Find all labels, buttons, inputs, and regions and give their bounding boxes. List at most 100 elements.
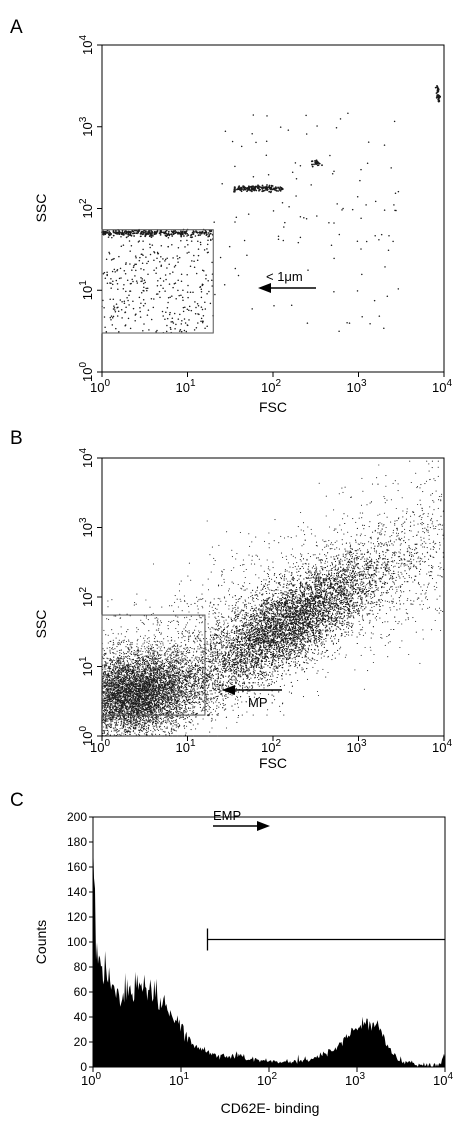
a-data-point (117, 288, 119, 291)
b-data-point (128, 675, 130, 677)
b-data-point (222, 707, 224, 709)
b-data-point (181, 701, 183, 704)
b-data-point (192, 735, 195, 737)
a-data-point (207, 232, 210, 234)
panel-a-x-axis-label: FSC (259, 399, 287, 415)
a-data-point (367, 141, 370, 143)
b-data-point (115, 730, 117, 732)
a-data-point (172, 286, 174, 289)
b-data-point (151, 660, 153, 662)
a-data-point (116, 270, 118, 272)
b-data-point (106, 716, 108, 718)
b-data-point (168, 716, 170, 718)
a-data-point (378, 315, 381, 317)
b-data-point (162, 666, 164, 668)
b-data-point (175, 688, 177, 690)
a-data-point (162, 315, 164, 317)
a-data-point (147, 273, 149, 276)
a-data-point (162, 280, 165, 282)
b-data-point (112, 718, 114, 720)
a-data-point (176, 255, 178, 257)
b-data-point (131, 643, 133, 645)
a-data-point (184, 306, 186, 309)
a-data-point (149, 253, 152, 256)
a-data-point (311, 165, 314, 168)
a-data-point (152, 235, 154, 237)
b-data-point (177, 725, 179, 728)
a-data-point (155, 330, 157, 333)
b-data-point (179, 695, 181, 697)
a-data-point (219, 256, 222, 259)
a-data-point (130, 282, 132, 285)
b-data-point (106, 725, 108, 727)
a-data-point (109, 316, 112, 319)
b-data-point (211, 727, 213, 729)
a-data-point (265, 188, 267, 190)
a-data-point (240, 190, 243, 193)
a-data-point (397, 190, 400, 193)
b-data-point (197, 723, 199, 725)
a-data-point (262, 187, 265, 189)
a-data-point (110, 278, 112, 280)
b-data-point (129, 644, 131, 646)
b-data-point (106, 665, 108, 667)
b-data-point (148, 642, 150, 645)
b-data-point (158, 711, 160, 713)
a-data-point (120, 245, 123, 248)
a-data-point (251, 190, 253, 193)
a-data-point (181, 296, 184, 299)
b-data-point (156, 665, 158, 667)
a-data-point (134, 255, 137, 257)
b-data-point (250, 677, 252, 679)
b-data-point (175, 697, 177, 699)
a-data-point (146, 314, 149, 316)
a-data-point (287, 129, 290, 131)
a-data-point (318, 162, 321, 165)
b-data-point (143, 733, 145, 735)
a-data-point (281, 201, 284, 204)
a-data-point (196, 303, 199, 305)
b-data-point (127, 698, 129, 700)
a-data-point (125, 230, 128, 233)
a-y-tick-label: 104 (78, 35, 95, 55)
b-data-point (183, 711, 185, 713)
a-data-point (200, 232, 203, 235)
a-data-point (159, 261, 161, 263)
a-data-point (108, 230, 110, 233)
a-data-point (172, 271, 174, 273)
b-data-point (154, 636, 156, 638)
b-data-point (175, 645, 177, 647)
b-data-point (136, 679, 138, 682)
a-data-point (438, 94, 441, 97)
b-data-point (177, 667, 179, 669)
a-data-point (104, 231, 106, 233)
a-data-point (108, 234, 111, 237)
a-data-point (159, 234, 162, 236)
b-data-point (144, 678, 146, 680)
b-data-point (136, 646, 138, 648)
a-data-point (186, 291, 189, 293)
b-data-point (154, 706, 156, 708)
a-data-point (294, 162, 297, 164)
a-data-point (166, 324, 168, 327)
b-data-point (172, 698, 174, 700)
b-data-point (129, 710, 131, 712)
a-data-point (306, 322, 309, 324)
a-data-point (134, 263, 136, 265)
a-data-point (393, 120, 396, 123)
b-data-point (111, 669, 113, 671)
b-data-point (118, 661, 120, 663)
a-data-point (199, 243, 202, 246)
a-data-point (131, 278, 133, 281)
a-data-point (157, 293, 159, 295)
a-data-point (177, 231, 180, 234)
b-data-point (165, 719, 167, 721)
b-data-point (194, 642, 196, 644)
a-data-point (142, 304, 145, 307)
b-data-point (104, 706, 106, 708)
a-data-point (193, 329, 196, 331)
b-data-point (126, 716, 128, 718)
b-data-point (168, 701, 170, 703)
b-data-point (160, 712, 162, 714)
a-data-point (150, 234, 153, 237)
